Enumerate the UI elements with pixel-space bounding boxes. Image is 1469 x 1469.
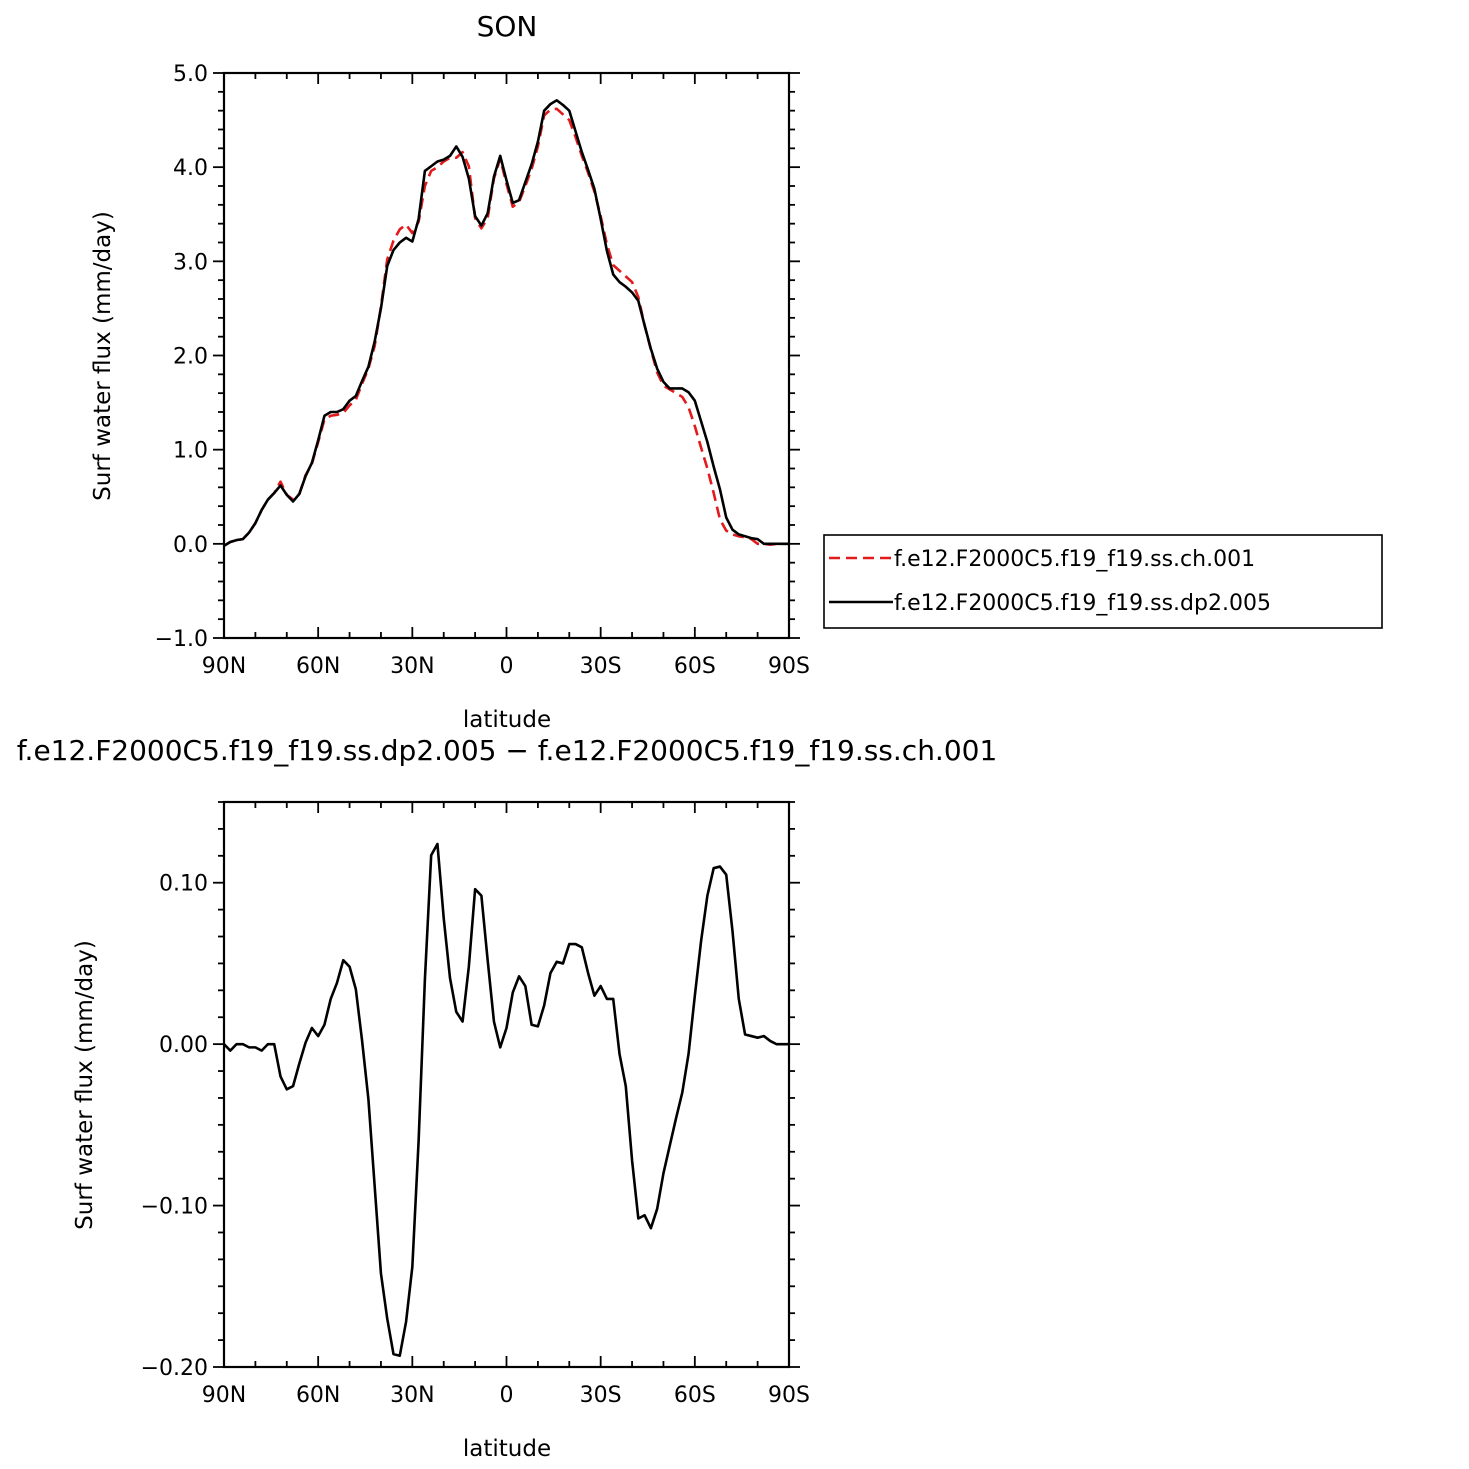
chart-top-y-tick-label: 1.0: [173, 439, 208, 464]
chart-bottom-series-line-1: [223, 842, 789, 1357]
chart-top-y-tick-label: 4.0: [173, 156, 208, 181]
chart-bottom-series: [223, 842, 789, 1357]
chart-top-frame: [222, 71, 791, 640]
chart-top: SON 90N 60N 30N 0 30S 60S 90S −1.0 0.0 1.0 2.0 3.0…: [90, 10, 810, 733]
chart-bottom-y-tick-label: 0.00: [159, 1033, 208, 1058]
chart-top-y-axis-label: Surf water flux (mm/day): [90, 211, 116, 501]
chart-bottom-ticks: [213, 801, 800, 1368]
chart-bottom-y-axis-label: Surf water flux (mm/day): [72, 940, 98, 1230]
chart-top-y-tick-label: −1.0: [155, 627, 208, 652]
chart-bottom-x-tick-label: 60S: [674, 1383, 716, 1408]
chart-bottom-title: f.e12.F2000C5.f19_f19.ss.dp2.005 − f.e12…: [17, 734, 998, 767]
chart-bottom-x-tick-label: 90N: [202, 1383, 246, 1408]
legend-box: [823, 534, 1383, 629]
chart-top-ticks: [213, 72, 800, 639]
chart-top-y-tick-label: 3.0: [173, 250, 208, 275]
chart-top-x-axis-label: latitude: [463, 707, 551, 733]
chart-bottom-x-tick-label: 90S: [768, 1383, 810, 1408]
chart-bottom-x-tick-label: 30N: [390, 1383, 434, 1408]
chart-top-x-tick-label: 90N: [202, 654, 246, 679]
chart-bottom-frame: [222, 800, 791, 1369]
chart-top-y-tick-label: 2.0: [173, 345, 208, 370]
chart-top-x-tick-label: 60N: [296, 654, 340, 679]
chart-top-series-line-2: [223, 99, 789, 547]
chart-top-y-tick-label: 5.0: [173, 62, 208, 87]
legend-label-series-2: f.e12.F2000C5.f19_f19.ss.dp2.005: [894, 591, 1271, 616]
chart-bottom-x-tick-labels: 90N 60N 30N 0 30S 60S 90S: [202, 1383, 810, 1408]
chart-bottom-y-tick-label: 0.10: [159, 872, 208, 897]
chart-top-y-tick-labels: −1.0 0.0 1.0 2.0 3.0 4.0 5.0: [155, 62, 208, 652]
chart-top-series: [223, 99, 789, 547]
chart-bottom-y-tick-label: −0.10: [141, 1195, 208, 1220]
chart-top-x-tick-label: 60S: [674, 654, 716, 679]
chart-top-x-tick-label: 30S: [580, 654, 622, 679]
chart-top-x-tick-label: 90S: [768, 654, 810, 679]
chart-bottom-x-tick-label: 30S: [580, 1383, 622, 1408]
chart-top-legend: f.e12.F2000C5.f19_f19.ss.ch.001 f.e12.F2…: [823, 534, 1383, 629]
chart-bottom-y-tick-label: −0.20: [141, 1356, 208, 1381]
chart-bottom: f.e12.F2000C5.f19_f19.ss.dp2.005 − f.e12…: [17, 734, 998, 1462]
chart-top-y-tick-label: 0.0: [173, 533, 208, 558]
chart-bottom-x-tick-label: 60N: [296, 1383, 340, 1408]
chart-top-series-line-1: [223, 107, 789, 547]
chart-top-x-tick-label: 0: [500, 654, 514, 679]
chart-top-title: SON: [477, 10, 538, 43]
chart-bottom-x-axis-label: latitude: [463, 1436, 551, 1462]
chart-top-x-tick-labels: 90N 60N 30N 0 30S 60S 90S: [202, 654, 810, 679]
chart-bottom-y-tick-labels: −0.20 −0.10 0.00 0.10: [141, 872, 208, 1381]
chart-bottom-x-tick-label: 0: [500, 1383, 514, 1408]
chart-top-x-tick-label: 30N: [390, 654, 434, 679]
legend-label-series-1: f.e12.F2000C5.f19_f19.ss.ch.001: [894, 547, 1255, 572]
